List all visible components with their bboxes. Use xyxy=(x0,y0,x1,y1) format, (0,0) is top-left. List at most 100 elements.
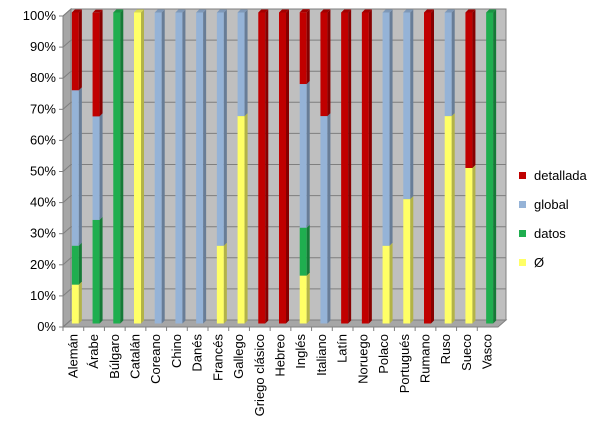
x-category-label: Inglés xyxy=(293,334,308,369)
bar-top xyxy=(216,9,227,13)
legend-swatch xyxy=(519,259,526,266)
bar-front xyxy=(444,116,452,324)
bar-top xyxy=(175,9,186,13)
y-tick-label: 20% xyxy=(30,257,56,272)
bar-segment xyxy=(403,9,414,200)
x-category-label: Hebreo xyxy=(273,334,288,377)
y-tick-label: 80% xyxy=(30,70,56,85)
bar-side xyxy=(78,87,82,246)
bar-front xyxy=(299,227,307,276)
bar-front xyxy=(424,12,431,324)
bar-side xyxy=(120,9,124,324)
bar-side xyxy=(410,9,414,200)
gridline xyxy=(62,226,506,235)
bar-side xyxy=(203,9,207,324)
bar-front xyxy=(92,116,100,220)
legend-swatch xyxy=(519,230,526,237)
bar-side xyxy=(451,113,455,324)
bar-top xyxy=(486,9,497,13)
bar-front xyxy=(154,12,162,324)
bar-segment xyxy=(299,9,310,85)
bar-segment xyxy=(444,113,455,324)
bar-segment xyxy=(320,9,331,117)
bar-front xyxy=(237,12,245,117)
bar-segment xyxy=(299,272,310,324)
bar-segment xyxy=(113,9,124,324)
bar-segment xyxy=(92,9,103,117)
bar-side xyxy=(306,272,310,324)
legend-swatch xyxy=(519,172,526,179)
bar-side xyxy=(306,224,310,276)
x-category-label: Rumano xyxy=(418,334,433,383)
bar-front xyxy=(71,284,79,324)
bar-side xyxy=(348,9,352,324)
bar-top xyxy=(382,9,393,13)
bar-top xyxy=(320,9,331,13)
bar-side xyxy=(431,9,434,324)
bar-front xyxy=(299,84,307,228)
x-category-label: Ruso xyxy=(438,334,453,364)
gridline xyxy=(62,101,506,110)
bar-front xyxy=(279,12,286,324)
bar-front xyxy=(341,12,349,324)
bar-segment xyxy=(175,9,186,324)
bar-front xyxy=(465,12,473,168)
x-category-label: Catalán xyxy=(128,334,143,379)
bar-segment xyxy=(279,9,289,324)
bar-front xyxy=(465,168,473,324)
bar-side xyxy=(78,242,82,285)
bar-front xyxy=(299,275,307,324)
bar-front xyxy=(403,199,411,324)
bar-top xyxy=(403,9,414,13)
bar-segment xyxy=(92,113,103,220)
bar-side xyxy=(327,9,331,117)
bar-segment xyxy=(71,281,82,324)
bar-front xyxy=(320,12,328,117)
bar-side xyxy=(244,113,248,324)
legend-label: global xyxy=(534,197,569,212)
bar-side xyxy=(410,196,414,324)
bar-front xyxy=(71,90,79,246)
bar-front xyxy=(382,12,390,246)
bar-front xyxy=(486,12,494,324)
bar-side xyxy=(161,9,165,324)
bar-front xyxy=(444,12,452,117)
bar-segment xyxy=(71,242,82,285)
bar-top xyxy=(258,9,269,13)
bar-top xyxy=(113,9,124,13)
y-tick-label: 60% xyxy=(30,132,56,147)
bar-segment xyxy=(92,216,103,324)
bar-top xyxy=(92,9,103,13)
x-category-label: Sueco xyxy=(459,334,474,371)
bar-front xyxy=(216,245,224,324)
bar-segment xyxy=(71,87,82,246)
gridline xyxy=(62,8,506,17)
bar-segment xyxy=(382,242,393,324)
gridline xyxy=(62,39,506,48)
bar-top xyxy=(299,9,310,13)
bar-side xyxy=(244,9,248,117)
bar-side xyxy=(99,216,103,324)
legend-label: datos xyxy=(534,226,566,241)
bar-side xyxy=(389,9,393,246)
bar-front xyxy=(299,12,307,85)
bar-front xyxy=(320,116,328,324)
gridline xyxy=(62,70,506,79)
y-tick-label: 100% xyxy=(23,8,57,23)
gridline xyxy=(62,257,506,266)
gridline xyxy=(62,132,506,141)
x-category-label: Italiano xyxy=(314,334,329,376)
bar-top xyxy=(154,9,165,13)
bar-top xyxy=(134,9,144,13)
x-category-label: Danés xyxy=(190,334,205,372)
bar-side xyxy=(265,9,269,324)
bar-segment xyxy=(237,113,248,324)
bar-front xyxy=(71,12,79,91)
y-tick-label: 70% xyxy=(30,101,56,116)
x-category-label: Francés xyxy=(210,334,225,381)
bar-side xyxy=(141,9,144,324)
bar-segment xyxy=(216,242,227,324)
gridline xyxy=(62,164,506,172)
